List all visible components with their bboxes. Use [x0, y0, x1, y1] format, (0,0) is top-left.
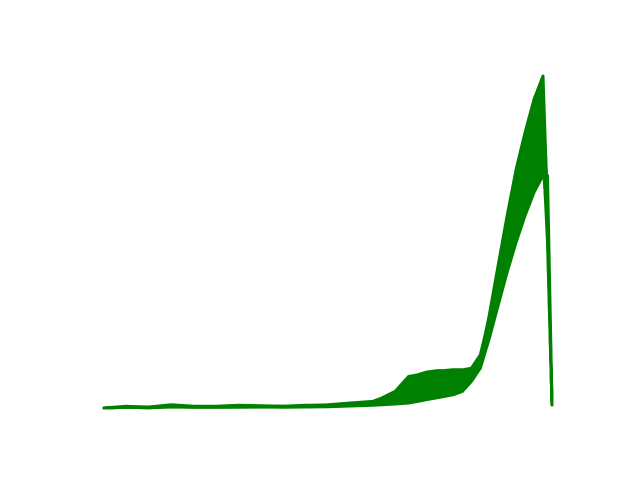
series-layer	[102, 74, 554, 410]
series-line-3	[102, 107, 554, 410]
series-line-4	[102, 124, 554, 410]
series-line-6	[102, 174, 554, 410]
series-line-5	[102, 147, 554, 410]
series-line-2	[102, 91, 554, 410]
